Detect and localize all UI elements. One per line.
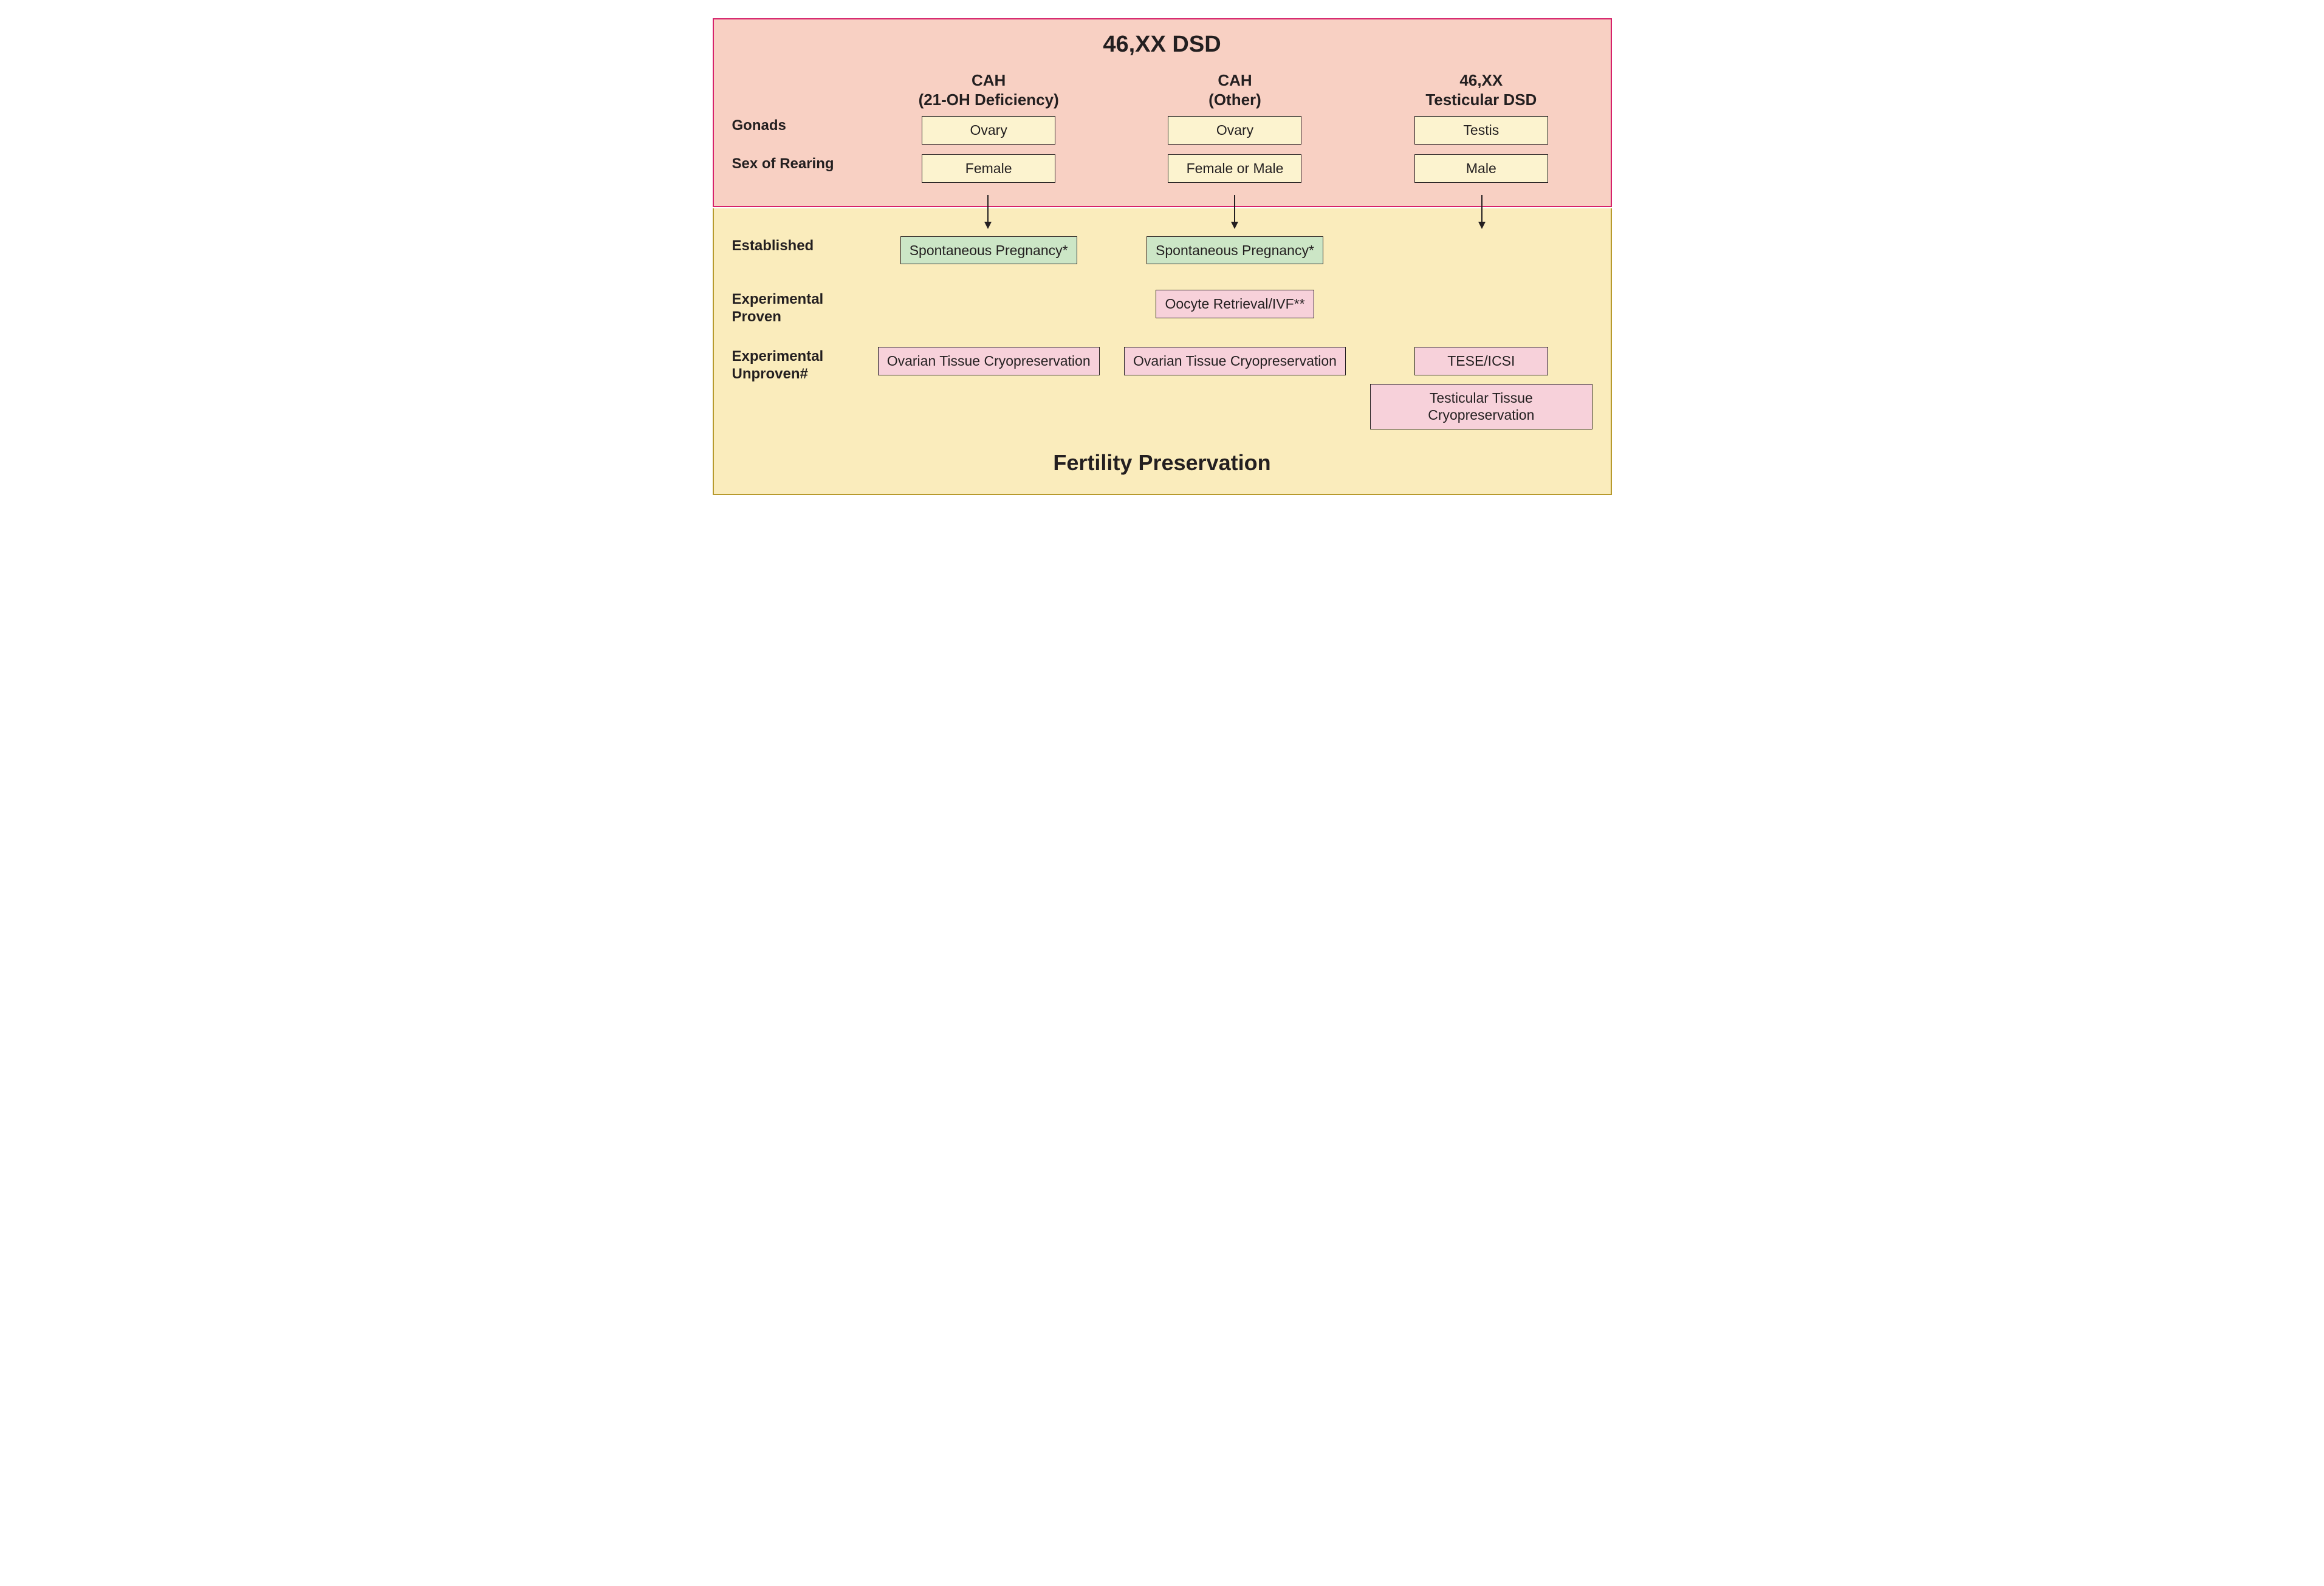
- row-label: Experimental Proven: [732, 285, 854, 326]
- cell: Ovarian Tissue Cryopreservation: [878, 342, 1100, 380]
- col-header-0-line1: CAH: [972, 71, 1006, 89]
- value-box: Ovarian Tissue Cryopreservation: [1124, 347, 1346, 375]
- arrow-row: [713, 195, 1612, 229]
- value-box: Male: [1414, 154, 1548, 183]
- cell: [1370, 285, 1592, 295]
- bottom-title: Fertility Preservation: [732, 450, 1592, 476]
- cell: Ovary: [1124, 111, 1346, 149]
- value-box: Spontaneous Pregnancy*: [900, 236, 1077, 265]
- row-label: Established: [732, 231, 854, 255]
- col-header-2: 46,XX Testicular DSD: [1370, 69, 1592, 111]
- col-header-1-line2: (Other): [1208, 91, 1261, 109]
- cell: TESE/ICSI Testicular Tissue Cryopreservat…: [1370, 342, 1592, 434]
- cell: Ovarian Tissue Cryopreservation: [1124, 342, 1346, 380]
- cell-stack: Ovarian Tissue Cryopreservation: [1124, 347, 1346, 375]
- value-box: Ovary: [1168, 116, 1301, 145]
- value-box: Testis: [1414, 116, 1548, 145]
- cell: Spontaneous Pregnancy*: [1124, 231, 1346, 270]
- cell: Spontaneous Pregnancy*: [878, 231, 1100, 270]
- cell: Oocyte Retrieval/IVF**: [1124, 285, 1346, 323]
- cell-stack: Spontaneous Pregnancy*: [900, 236, 1077, 265]
- cell-stack: Spontaneous Pregnancy*: [1147, 236, 1323, 265]
- value-box: Oocyte Retrieval/IVF**: [1156, 290, 1314, 318]
- col-header-0: CAH (21-OH Deficiency): [878, 69, 1100, 111]
- cell: Male: [1370, 149, 1592, 188]
- value-box: Female or Male: [1168, 154, 1301, 183]
- cell: Female or Male: [1124, 149, 1346, 188]
- row-label: Experimental Unproven#: [732, 342, 854, 383]
- arrow-1: [1123, 195, 1346, 229]
- dsd-fertility-diagram: 46,XX DSD CAH (21-OH Deficiency) CAH (Othe…: [713, 18, 1612, 495]
- cell: Female: [878, 149, 1100, 188]
- col-header-2-line2: Testicular DSD: [1425, 91, 1537, 109]
- arrow-0: [877, 195, 1100, 229]
- row-label: Gonads: [732, 111, 854, 135]
- col-header-1: CAH (Other): [1124, 69, 1346, 111]
- cell: Testis: [1370, 111, 1592, 149]
- cell: Ovary: [878, 111, 1100, 149]
- col-header-0-line2: (21-OH Deficiency): [919, 91, 1059, 109]
- value-box: TESE/ICSI: [1414, 347, 1548, 375]
- top-grid: CAH (21-OH Deficiency) CAH (Other) 46,XX Te…: [732, 69, 1592, 188]
- bottom-panel: Established Spontaneous Pregnancy* Spontan…: [713, 208, 1612, 496]
- value-box: Ovarian Tissue Cryopreservation: [878, 347, 1100, 375]
- cell-stack: TESE/ICSI Testicular Tissue Cryopreservat…: [1370, 347, 1592, 429]
- cell-stack: Oocyte Retrieval/IVF**: [1156, 290, 1314, 318]
- col-header-1-line1: CAH: [1218, 71, 1252, 89]
- cell: [1370, 231, 1592, 241]
- arrow-2: [1371, 195, 1594, 229]
- row-label: Sex of Rearing: [732, 149, 854, 173]
- cell-stack: Ovarian Tissue Cryopreservation: [878, 347, 1100, 375]
- value-box: Ovary: [922, 116, 1055, 145]
- cell: [878, 285, 1100, 295]
- value-box: Female: [922, 154, 1055, 183]
- top-panel: 46,XX DSD CAH (21-OH Deficiency) CAH (Othe…: [713, 18, 1612, 207]
- col-header-2-line1: 46,XX: [1459, 71, 1503, 89]
- value-box: Spontaneous Pregnancy*: [1147, 236, 1323, 265]
- main-title: 46,XX DSD: [732, 32, 1592, 58]
- bottom-grid: Established Spontaneous Pregnancy* Spontan…: [732, 220, 1592, 435]
- value-box: Testicular Tissue Cryopreservation: [1370, 384, 1592, 430]
- spacer: [731, 195, 852, 196]
